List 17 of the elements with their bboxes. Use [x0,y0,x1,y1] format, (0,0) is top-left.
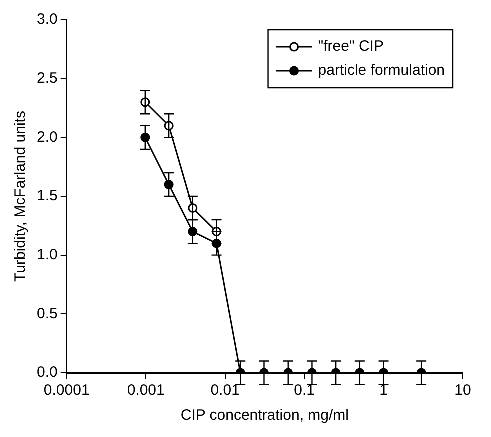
y-tick-label: 3.0 [36,11,58,28]
y-tick-label: 2.5 [36,70,58,87]
x-tick-label: 10 [454,382,472,400]
y-axis-title: Turbidity, McFarland units [12,111,30,282]
x-tick-label: 0.01 [210,382,240,400]
y-tick-label: 1.5 [36,188,58,205]
legend-label: "free" CIP [318,38,384,56]
legend-label: particle formulation [318,62,446,80]
x-axis-title: CIP concentration, mg/ml [180,407,349,424]
x-tick-label: 0.001 [127,382,165,400]
y-tick-label: 0.5 [36,305,58,322]
y-tick-label: 1.0 [36,246,58,264]
x-tick-label: 0.1 [294,382,315,400]
x-tick-label: 0.0001 [44,382,90,400]
y-tick-label: 0.0 [36,364,58,382]
x-tick-label: 1 [380,382,388,400]
y-tick-label: 2.0 [36,128,58,146]
